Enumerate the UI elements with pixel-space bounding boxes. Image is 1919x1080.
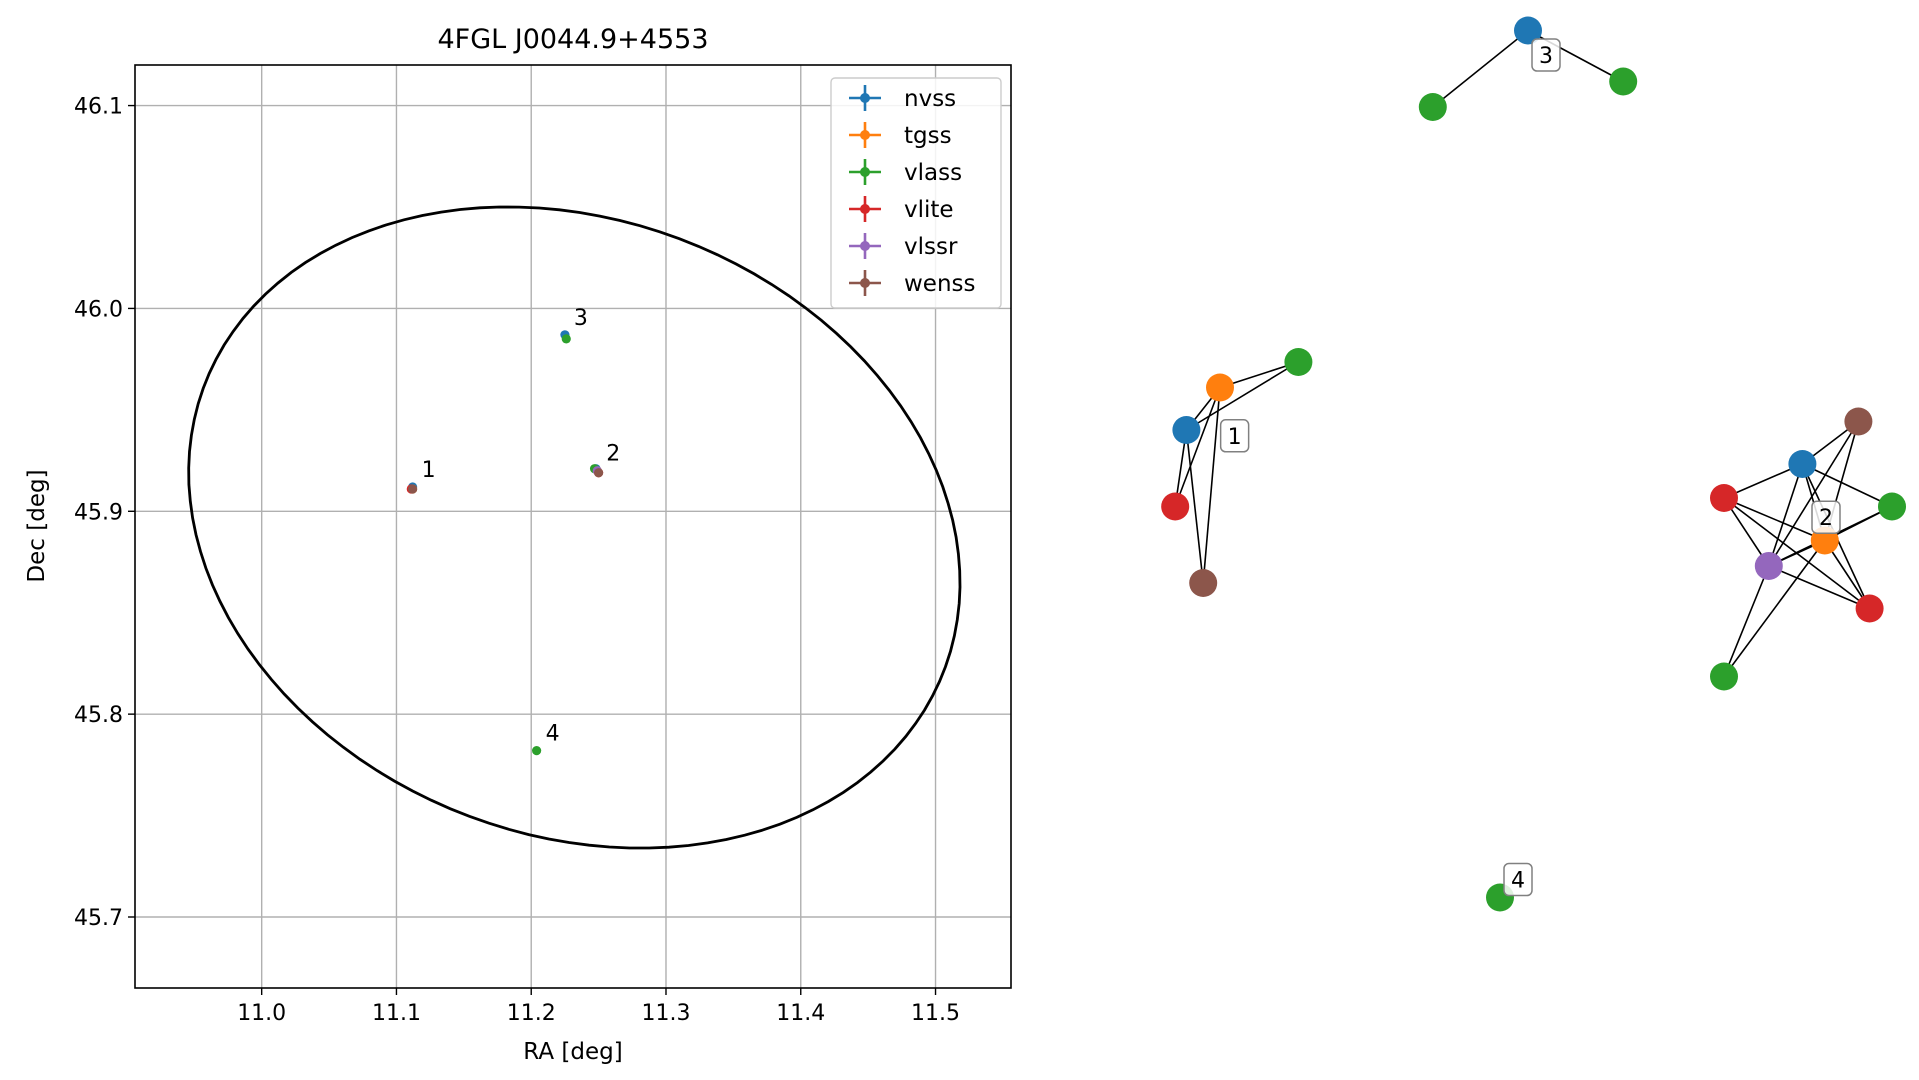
catalog-points (406, 330, 604, 756)
y-axis-ticks: 45.7 45.8 45.9 46.0 46.1 (74, 95, 135, 931)
network-label-box (1503, 862, 1533, 897)
network-node-vlass (1418, 93, 1447, 121)
x-tick-label: 11.0 (237, 1001, 286, 1026)
y-tick-label: 46.0 (74, 297, 123, 322)
legend-marker-dot (860, 93, 870, 103)
x-tick-label: 11.2 (507, 1001, 556, 1026)
source-label: 1 (422, 458, 436, 483)
x-tick-label: 11.4 (776, 1001, 825, 1026)
point-vlass (532, 746, 542, 756)
network-label-box (1811, 500, 1841, 534)
legend: nvss tgss vlass vlite vlssr wenss (830, 77, 1002, 309)
network-group-label: 3 (1539, 44, 1553, 69)
point-vlass (561, 334, 571, 344)
y-tick-label: 45.8 (74, 703, 123, 728)
network-node-vlass (1284, 348, 1313, 376)
network-node-nvss (1172, 416, 1201, 444)
plot-title: 4FGL J0044.9+4553 (437, 24, 708, 55)
x-axis-ticks: 11.0 11.1 11.2 11.3 11.4 11.5 (237, 988, 960, 1026)
network-edge (1723, 565, 1770, 677)
legend-marker-dot (860, 204, 870, 214)
x-axis-label: RA [deg] (523, 1039, 622, 1065)
legend-label-vlssr: vlssr (904, 234, 958, 260)
network-group-label: 1 (1228, 425, 1242, 450)
network-edge (1802, 463, 1893, 508)
network-edge (1723, 497, 1871, 610)
network-node-vlssr (1754, 552, 1783, 580)
legend-label-tgss: tgss (904, 123, 952, 149)
network-edge (1723, 540, 1826, 677)
network-edge (1768, 421, 1860, 567)
network-node-nvss (1788, 450, 1817, 478)
network-label-box (1219, 419, 1250, 453)
plot-frame (134, 64, 1012, 989)
network-edge (1768, 565, 1870, 610)
legend-marker-dot (860, 167, 870, 177)
network-node-wenss (1844, 407, 1873, 436)
network-node-vlass (1878, 492, 1906, 521)
network-edge (1768, 463, 1804, 567)
y-tick-label: 45.9 (74, 500, 123, 525)
network-node-vlite (1161, 492, 1190, 521)
network-group-label: 2 (1819, 506, 1833, 531)
legend-label-vlite: vlite (904, 197, 954, 223)
network-edge (1432, 29, 1529, 108)
network-node-vlite (1855, 594, 1884, 623)
source-labels: 1 2 3 4 (422, 306, 621, 747)
network-node-vlass (1710, 662, 1738, 691)
legend-label-nvss: nvss (904, 86, 956, 112)
source-label: 3 (574, 306, 588, 331)
legend-marker-dot (860, 241, 870, 251)
network-node-vlass (1609, 67, 1638, 96)
point-wenss (408, 484, 418, 494)
network-node-vlite (1710, 484, 1738, 512)
source-label: 2 (606, 442, 620, 467)
y-axis-label: Dec [deg] (24, 469, 50, 582)
uncertainty-ellipse (187, 205, 962, 850)
x-tick-label: 11.5 (911, 1001, 960, 1026)
network-edge (1185, 361, 1299, 431)
network-edge (1723, 463, 1803, 499)
legend-label-vlass: vlass (904, 160, 962, 186)
x-tick-label: 11.1 (372, 1001, 421, 1026)
network-label-box (1531, 38, 1561, 72)
network-node-nvss (1514, 16, 1542, 45)
network-node-tgss (1206, 373, 1234, 402)
legend-marker-dot (860, 130, 870, 140)
network-edge (1202, 387, 1221, 584)
legend-label-wenss: wenss (904, 271, 976, 297)
point-wenss (594, 468, 604, 478)
x-tick-label: 11.3 (641, 1001, 690, 1026)
y-tick-label: 46.1 (74, 95, 123, 120)
network-nodes (1161, 16, 1906, 912)
network-group-label: 4 (1511, 869, 1525, 894)
network-edges (1174, 29, 1893, 677)
legend-marker-dot (860, 278, 870, 288)
y-tick-label: 45.7 (74, 906, 123, 931)
association-network: 1 2 3 4 (1161, 16, 1906, 912)
network-edge (1723, 497, 1826, 542)
network-node-wenss (1189, 569, 1218, 597)
network-edge (1185, 429, 1204, 584)
network-group-labels: 1 2 3 4 (1219, 38, 1841, 897)
network-edge (1174, 387, 1221, 507)
source-label: 4 (546, 722, 560, 747)
